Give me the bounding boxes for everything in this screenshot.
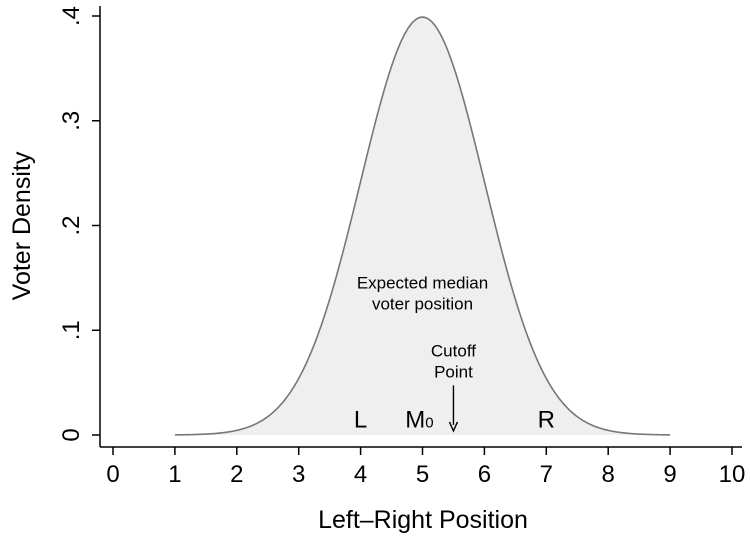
- x-tick-label: 8: [602, 461, 615, 488]
- x-tick-label: 1: [168, 461, 181, 488]
- annotation-line: Cutoff: [431, 341, 476, 360]
- cutoff-arrow-head: [448, 421, 459, 433]
- y-tick-label: .2: [58, 215, 85, 235]
- x-tick-label: 0: [106, 461, 119, 488]
- x-tick-label: 4: [354, 461, 367, 488]
- annotation-line: voter position: [372, 294, 473, 313]
- cutoff-point-label: Cutoff Point: [431, 341, 476, 381]
- x-tick-label: 10: [719, 461, 746, 488]
- plot-area: [174, 16, 671, 436]
- x-axis-title: Left–Right Position: [318, 506, 528, 534]
- y-tick-label: 0: [58, 428, 85, 441]
- annotation-line: Expected median: [357, 273, 488, 292]
- density-area: [174, 17, 671, 436]
- x-tick-label: 2: [230, 461, 243, 488]
- y-tick-label: .1: [58, 320, 85, 340]
- y-tick-label: .4: [58, 6, 85, 26]
- marker-subscript: 0: [425, 415, 433, 432]
- x-tick-label: 9: [663, 461, 676, 488]
- x-tick-label: 6: [478, 461, 491, 488]
- y-axis-title: Voter Density: [8, 151, 36, 300]
- x-tick-label: 7: [540, 461, 553, 488]
- marker-left: L: [354, 407, 367, 434]
- y-tick-label: .3: [58, 111, 85, 131]
- x-tick-label: 3: [292, 461, 305, 488]
- annotations: Expected median voter position Cutoff Point: [357, 273, 488, 433]
- x-axis-ticks: 0 1 2 3 4 5 6 7 8 9 10: [106, 447, 745, 488]
- density-curve: [174, 16, 671, 436]
- marker-right: R: [538, 407, 555, 434]
- expected-median-label: Expected median voter position: [357, 273, 488, 313]
- position-markers: L M0 R: [354, 407, 555, 434]
- y-axis-ticks: 0 .1 .2 .3 .4: [58, 6, 100, 442]
- x-tick-label: 5: [416, 461, 429, 488]
- annotation-line: Point: [434, 362, 473, 381]
